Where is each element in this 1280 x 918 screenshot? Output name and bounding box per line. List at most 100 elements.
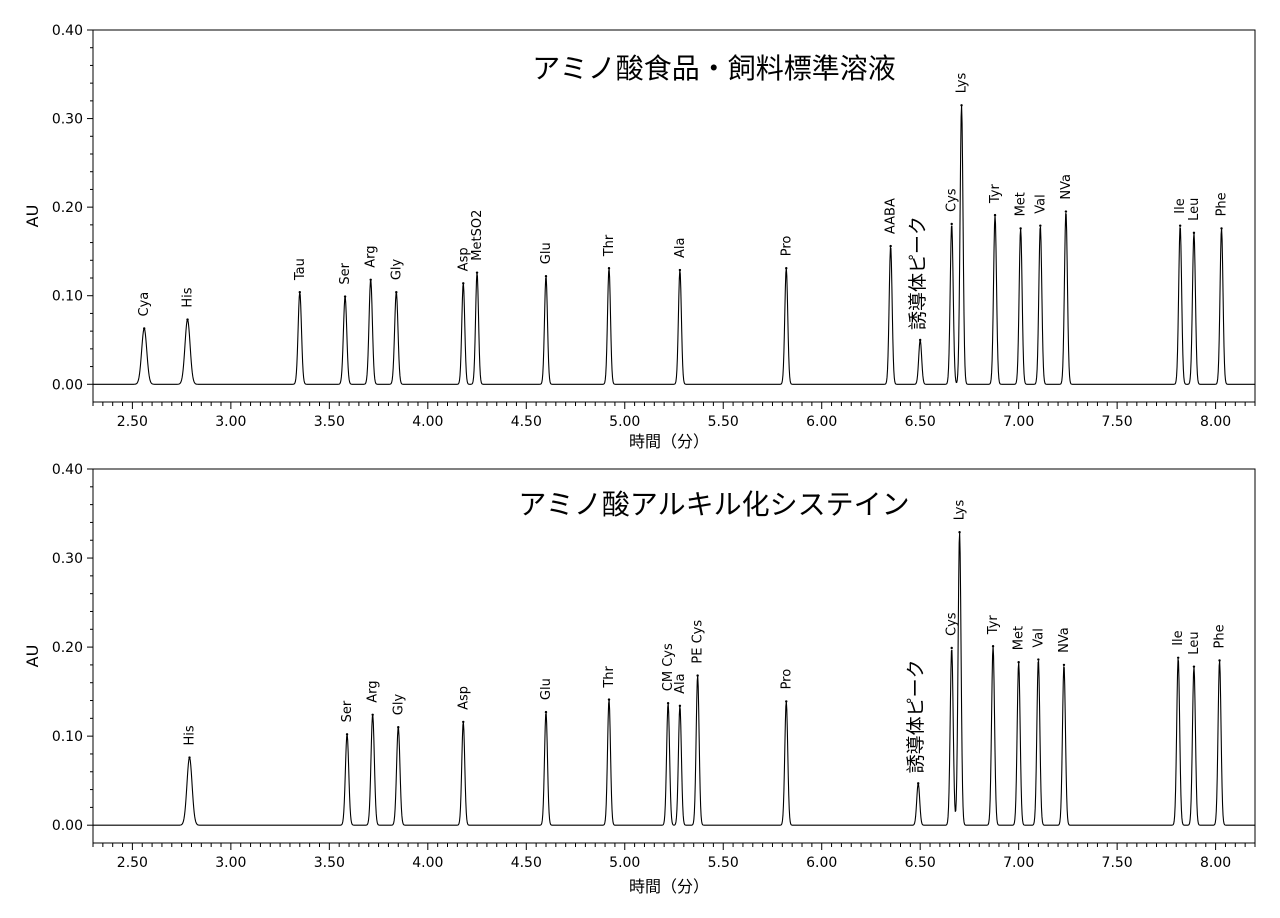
x-tick-label: 6.50 [905,414,936,430]
peak-label: CM Cys [661,643,676,691]
peak-apex [369,278,372,281]
peak-apex [462,720,465,724]
y-tick-label: 0.40 [52,462,83,478]
peak-apex [696,674,699,677]
peak-label: His [183,725,198,745]
peak-label: Val [1033,194,1048,213]
peak-label: Cys [945,188,960,212]
x-tick-label: 5.50 [708,855,739,871]
peak-label: Cya [137,292,152,317]
peak-apex [1178,224,1182,227]
peak-label: 誘導体ピーク [905,659,927,773]
peak-label: His [181,287,196,307]
y-axis-title: AU [23,205,42,228]
peak-label: Asp [456,247,471,271]
peak-label: Tyr [986,615,1001,636]
x-tick-label: 5.00 [609,414,640,430]
peak-label: Pro [779,669,794,690]
chromatogram-trace [93,532,1255,826]
peak-apex [666,701,670,705]
peak-apex [678,704,682,708]
peak-label: Phe [1215,192,1230,216]
peak-apex [143,327,146,330]
x-tick-label: 8.00 [1200,414,1231,430]
peak-apex [958,531,961,534]
peak-apex [991,645,995,648]
peak-apex [298,290,301,294]
peak-apex [950,646,953,650]
peak-apex [371,713,374,716]
y-tick-label: 0.00 [52,818,83,834]
peak-label: Lys [953,499,968,520]
chromatogram-trace [93,105,1255,385]
x-tick-label: 8.00 [1200,855,1231,871]
peak-label: Glu [539,678,554,700]
peak-label: Cys [945,612,960,636]
chart-panel-1: アミノ酸食品・飼料標準溶液 0.00 0.10 0.20 0.30 0.40 2.50 3.0… [23,23,1256,451]
peak-label: Ser [340,700,355,722]
peak-apex [1019,227,1022,230]
peak-apex [1062,663,1066,667]
peak-apex [917,782,920,785]
x-tick-label: 7.50 [1102,414,1133,430]
peak-label: Ala [673,673,688,693]
peak-label: Thr [602,234,617,257]
peak-apex [544,710,548,714]
x-tick-label: 5.00 [609,855,640,871]
peak-apex [607,267,611,270]
x-tick-label: 6.50 [905,855,936,871]
peak-apex [1192,665,1196,668]
x-tick-label: 4.00 [412,855,443,871]
peak-apex [785,267,788,270]
x-tick-label: 2.50 [117,855,148,871]
y-axis-title: AU [23,645,42,668]
peak-label: Gly [389,258,404,280]
peak-label: Thr [602,665,617,688]
x-tick-label: 6.00 [806,855,837,871]
peak-label: NVa [1059,174,1074,200]
peak-label: Lys [955,73,970,94]
peak-label: PE Cys [691,620,706,664]
peak-apex [475,271,479,274]
peak-label: Val [1031,628,1046,647]
y-tick-label: 0.10 [52,729,83,745]
peak-label: AABA [884,198,899,234]
y-tick-label: 0.30 [52,551,83,567]
peak-label: Tau [293,258,308,281]
y-tick-label: 0.10 [52,289,83,305]
peak-label: Met [1014,192,1029,216]
peak-label: Tyr [988,184,1003,205]
peak-apex [1220,227,1223,230]
peak-label: Leu [1187,631,1202,654]
x-tick-label: 4.50 [511,855,542,871]
x-tick-label: 3.50 [314,414,345,430]
peak-apex [397,726,400,729]
plot-frame [92,29,1256,403]
x-tick-label: 7.00 [1003,414,1034,430]
peak-label: Met [1012,626,1027,650]
y-tick-label: 0.20 [52,640,83,656]
x-tick-label: 4.50 [511,414,542,430]
peak-apex [395,290,398,294]
peak-apex [678,268,682,272]
chart-title: アミノ酸アルキル化システイン [518,488,909,521]
peak-apex [993,213,997,217]
y-tick-label: 0.30 [52,112,83,128]
peak-label: Ser [338,262,353,284]
x-tick-label: 4.00 [412,414,443,430]
x-axis-title: 時間（分） [629,432,709,451]
peak-apex [607,698,611,701]
peak-label: Pro [779,236,794,257]
x-tick-label: 7.00 [1003,855,1034,871]
peak-label: MetSO2 [470,210,485,261]
y-tick-label: 0.00 [52,377,83,393]
x-tick-label: 5.50 [708,414,739,430]
x-axis-title: 時間（分） [629,877,709,896]
x-tick-label: 7.50 [1102,855,1133,871]
peak-label: Arg [364,246,379,268]
x-tick-label: 6.00 [806,414,837,430]
peak-label: Ala [673,238,688,258]
peak-label: Arg [366,681,381,703]
